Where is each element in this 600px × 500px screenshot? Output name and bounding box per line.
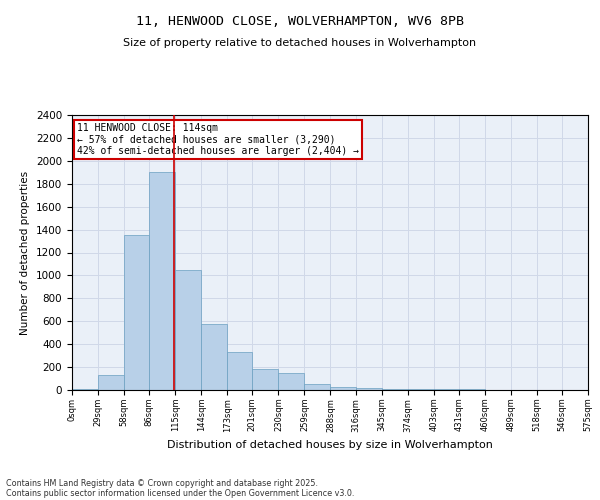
Text: 11, HENWOOD CLOSE, WOLVERHAMPTON, WV6 8PB: 11, HENWOOD CLOSE, WOLVERHAMPTON, WV6 8P… — [136, 15, 464, 28]
Bar — [227, 352, 253, 390]
Text: Contains HM Land Registry data © Crown copyright and database right 2025.: Contains HM Land Registry data © Crown c… — [6, 478, 318, 488]
Bar — [278, 373, 304, 390]
Bar — [201, 324, 227, 390]
Text: Contains public sector information licensed under the Open Government Licence v3: Contains public sector information licen… — [6, 488, 355, 498]
Bar — [253, 370, 278, 390]
Bar — [356, 388, 382, 390]
Bar — [98, 375, 124, 390]
Bar — [72, 389, 98, 390]
Text: 11 HENWOOD CLOSE: 114sqm
← 57% of detached houses are smaller (3,290)
42% of sem: 11 HENWOOD CLOSE: 114sqm ← 57% of detach… — [77, 123, 359, 156]
Bar — [175, 270, 201, 390]
Bar — [124, 236, 149, 390]
X-axis label: Distribution of detached houses by size in Wolverhampton: Distribution of detached houses by size … — [167, 440, 493, 450]
Bar — [382, 388, 407, 390]
Bar — [304, 384, 331, 390]
Y-axis label: Number of detached properties: Number of detached properties — [20, 170, 31, 334]
Bar — [149, 172, 175, 390]
Text: Size of property relative to detached houses in Wolverhampton: Size of property relative to detached ho… — [124, 38, 476, 48]
Bar — [407, 389, 434, 390]
Bar — [331, 387, 356, 390]
